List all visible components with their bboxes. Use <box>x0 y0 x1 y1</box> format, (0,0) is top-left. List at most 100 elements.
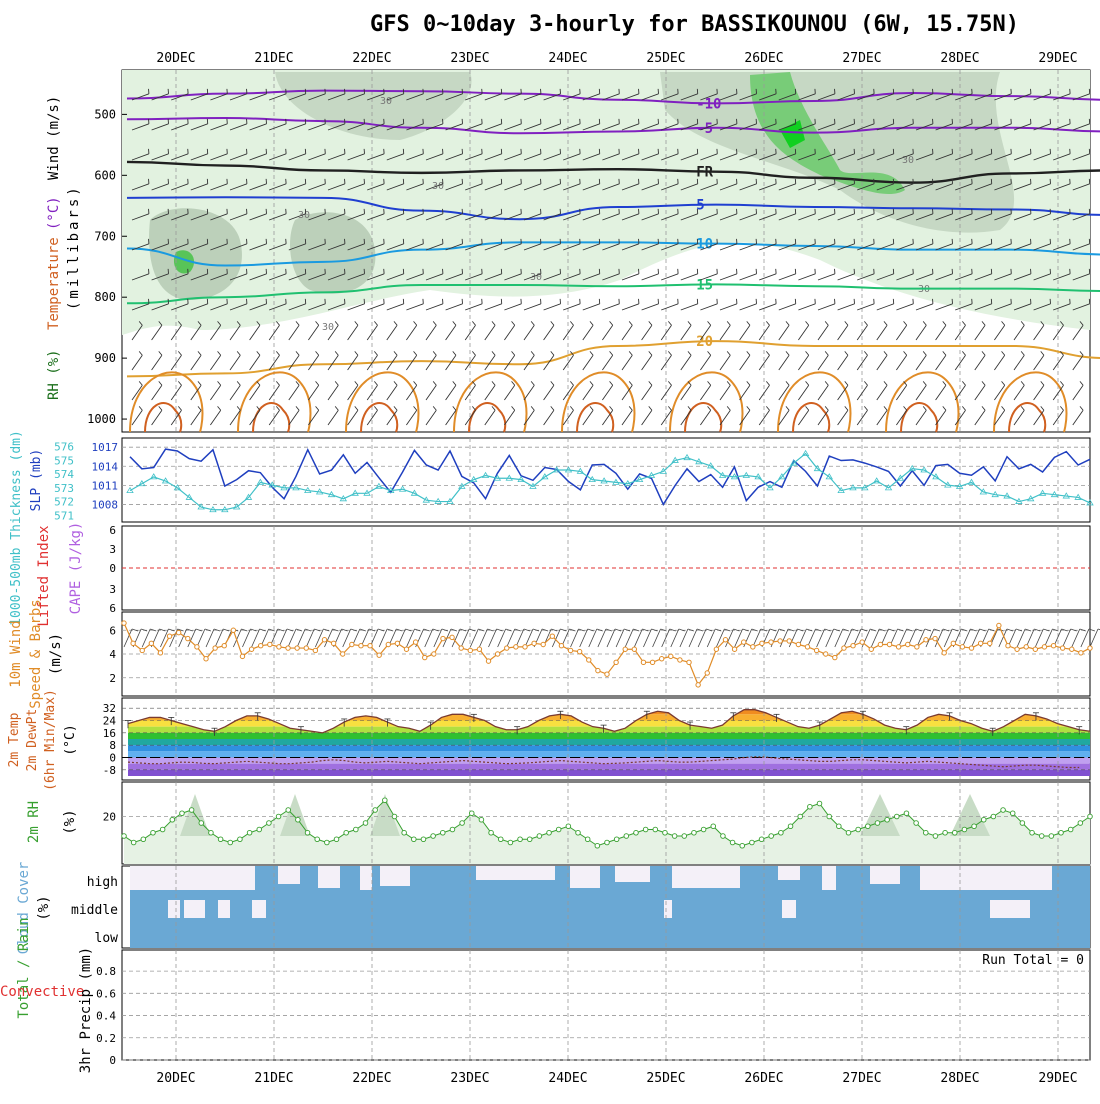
wind-barb-flag <box>394 406 397 410</box>
wind-barb-flag <box>727 406 730 410</box>
wind-barb-flag <box>786 406 789 410</box>
wind-barb-flag <box>355 321 358 325</box>
temp-band <box>128 751 1090 757</box>
rh-contour-label: 30 <box>432 181 444 192</box>
wind-speed-point <box>441 636 445 640</box>
rh-point <box>721 834 726 839</box>
ylabel-temp-unit: (°C) <box>63 724 78 755</box>
wind-barb <box>896 355 906 370</box>
wind-barb <box>406 355 416 370</box>
rh-point <box>769 834 774 839</box>
x-tick-bottom: 21DEC <box>254 1071 293 1086</box>
x-tick-bottom: 23DEC <box>450 1071 489 1086</box>
wind-barb <box>936 325 946 340</box>
wind-speed-point <box>258 643 262 647</box>
wind-barb <box>446 304 463 310</box>
wind-barb <box>916 410 926 425</box>
wind-barb <box>1017 629 1025 647</box>
rh-point <box>730 840 735 845</box>
wind-speed-point <box>596 668 600 672</box>
wind-speed-point <box>778 639 782 643</box>
rh-point <box>122 834 127 839</box>
wind-barb <box>916 385 926 400</box>
x-tick-top: 28DEC <box>940 51 979 66</box>
wind-barb <box>315 629 323 647</box>
wind-barb <box>507 629 515 647</box>
wind-barb-flag <box>747 381 750 385</box>
wind-speed-point <box>149 641 153 645</box>
wind-barb-flag <box>727 351 730 355</box>
wind-barb <box>1014 385 1024 400</box>
wind-speed-point <box>860 640 864 644</box>
wind-barb-flag <box>825 381 828 385</box>
wind-speed-point <box>969 646 973 650</box>
wind-barb-flag <box>551 381 554 385</box>
wind-barb-flag <box>668 406 671 410</box>
wind-barb-flag <box>512 351 515 355</box>
wind-barb <box>583 325 593 340</box>
wind-speed-point <box>486 659 490 663</box>
wind-barb-flag <box>1002 406 1005 410</box>
temp-contour <box>793 403 829 432</box>
rh-point <box>827 814 832 819</box>
rh-point <box>614 837 619 842</box>
wind-speed-point <box>359 643 363 647</box>
wind-barb-flag <box>610 381 613 385</box>
rh-point <box>576 830 581 835</box>
y-tick-thickness: 574 <box>54 468 74 481</box>
wind-speed-point <box>286 646 290 650</box>
rh-point <box>421 837 426 842</box>
rh-point <box>972 824 977 829</box>
rh-point <box>643 827 648 832</box>
rh-point <box>634 830 639 835</box>
wind-barb <box>740 304 757 310</box>
wind-barb <box>132 355 142 370</box>
wind-barb-flag <box>335 321 338 325</box>
rh-point <box>276 814 281 819</box>
wind-barb <box>662 629 670 647</box>
wind-barb-flag <box>276 406 279 410</box>
ylabel-group: 2m RH(%) <box>26 801 78 843</box>
wind-barb <box>700 385 710 400</box>
wind-barb-flag <box>884 321 887 325</box>
wind-barb <box>446 325 456 340</box>
wind-barb <box>367 304 384 310</box>
y-tick: -8 <box>103 764 116 777</box>
wind-barb <box>387 304 404 310</box>
wind-barb <box>798 355 808 370</box>
wind-barb <box>152 325 162 340</box>
rh-point <box>131 840 136 845</box>
rh-contour-label: 30 <box>902 155 914 166</box>
wind-speed-point <box>623 647 627 651</box>
x-tick-bottom: 28DEC <box>940 1071 979 1086</box>
rh-point <box>663 830 668 835</box>
wind-barb <box>516 629 524 647</box>
rh-point <box>247 830 252 835</box>
rh-point <box>180 811 185 816</box>
rh-point <box>779 830 784 835</box>
ylabel-cloud-unit: (%) <box>36 895 52 920</box>
temp-contour-label: 20 <box>696 334 713 350</box>
temp-band <box>128 745 1090 751</box>
wind-speed-point <box>122 621 126 625</box>
y-tick: 500 <box>94 107 116 121</box>
rh-point <box>257 827 262 832</box>
wind-barb-flag <box>374 381 377 385</box>
wind-barb <box>348 325 358 340</box>
x-tick-bottom: 20DEC <box>156 1071 195 1086</box>
wind-barb-flag <box>884 351 887 355</box>
wind-speed-point <box>915 645 919 649</box>
wind-barb-flag <box>668 381 671 385</box>
wind-barb-flag <box>237 381 240 385</box>
wind-barb <box>1063 629 1071 647</box>
wind-barb-flag <box>982 381 985 385</box>
rh-point <box>923 830 928 835</box>
wind-barb-flag <box>845 321 848 325</box>
wind-barb-flag <box>629 381 632 385</box>
wind-barb-flag <box>414 321 417 325</box>
rh-point <box>537 834 542 839</box>
temp-contour <box>469 403 505 432</box>
wind-barb <box>936 410 946 425</box>
wind-barb <box>838 304 855 310</box>
wind-barb <box>720 274 737 280</box>
